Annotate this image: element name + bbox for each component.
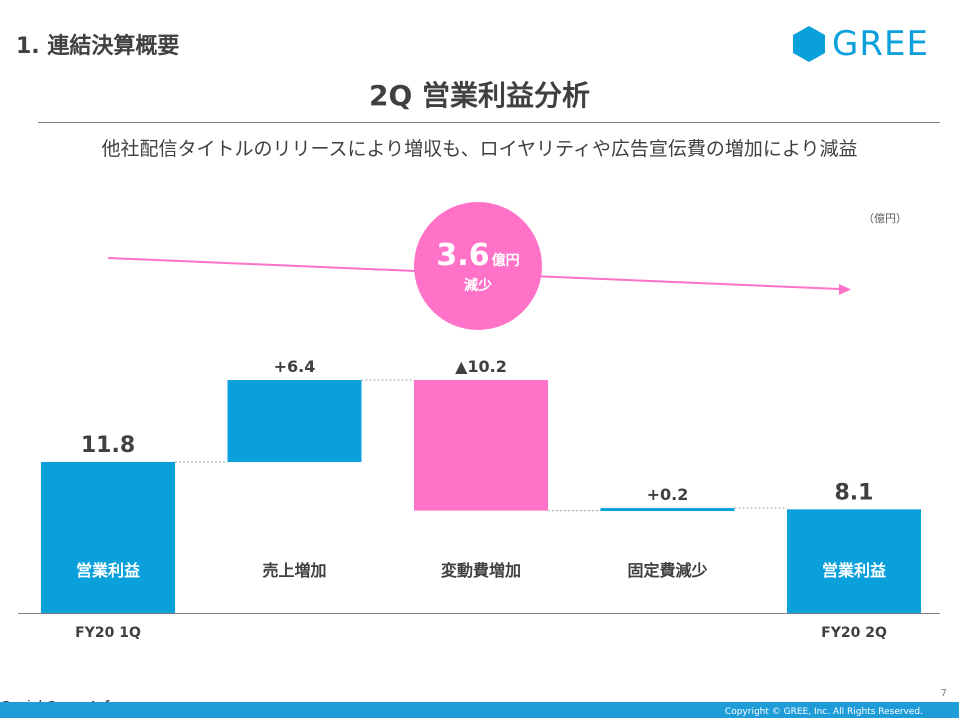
- value-label-5: 8.1: [835, 480, 874, 505]
- badge-value: 3.6: [436, 237, 490, 273]
- gree-logo: GREE: [792, 24, 929, 64]
- bar-3: [414, 380, 548, 511]
- copyright: Copyright © GREE, Inc. All Rights Reserv…: [724, 707, 923, 717]
- badge-unit: 億円: [491, 252, 520, 269]
- period-label-5: FY20 2Q: [821, 625, 887, 641]
- period-label-1: FY20 1Q: [75, 625, 141, 641]
- value-label-1: 11.8: [81, 433, 135, 458]
- title-divider: [38, 122, 940, 123]
- bar-5: [787, 509, 921, 613]
- badge-text: 減少: [464, 277, 492, 294]
- hexagon-logo-icon: [793, 26, 825, 62]
- category-label-1: 営業利益: [76, 561, 140, 580]
- page-subtitle: 他社配信タイトルのリリースにより増収も、ロイヤリティや広告宣伝費の増加により減益: [101, 138, 858, 160]
- bar-4: [600, 508, 735, 512]
- trend-arrow-head-icon: [839, 284, 851, 295]
- value-label-2: +6.4: [274, 357, 316, 376]
- category-label-5: 営業利益: [822, 561, 886, 580]
- unit-label: （億円）: [863, 212, 907, 225]
- page-title: 2Q 営業利益分析: [368, 79, 591, 112]
- logo-text: GREE: [832, 24, 929, 64]
- value-label-4: +0.2: [647, 485, 689, 504]
- page-number: 7: [940, 688, 947, 699]
- category-label-3: 変動費増加: [441, 561, 521, 580]
- decrease-badge: 3.6 億円 減少: [414, 202, 542, 330]
- value-label-3: ▲10.2: [455, 357, 507, 376]
- bar-2: [227, 380, 362, 462]
- footer-bar: Copyright © GREE, Inc. All Rights Reserv…: [0, 702, 959, 718]
- category-label-4: 固定費減少: [627, 561, 707, 580]
- section-title: 1. 連結決算概要: [16, 34, 180, 59]
- bar-1: [41, 461, 175, 613]
- category-label-2: 売上増加: [262, 561, 326, 580]
